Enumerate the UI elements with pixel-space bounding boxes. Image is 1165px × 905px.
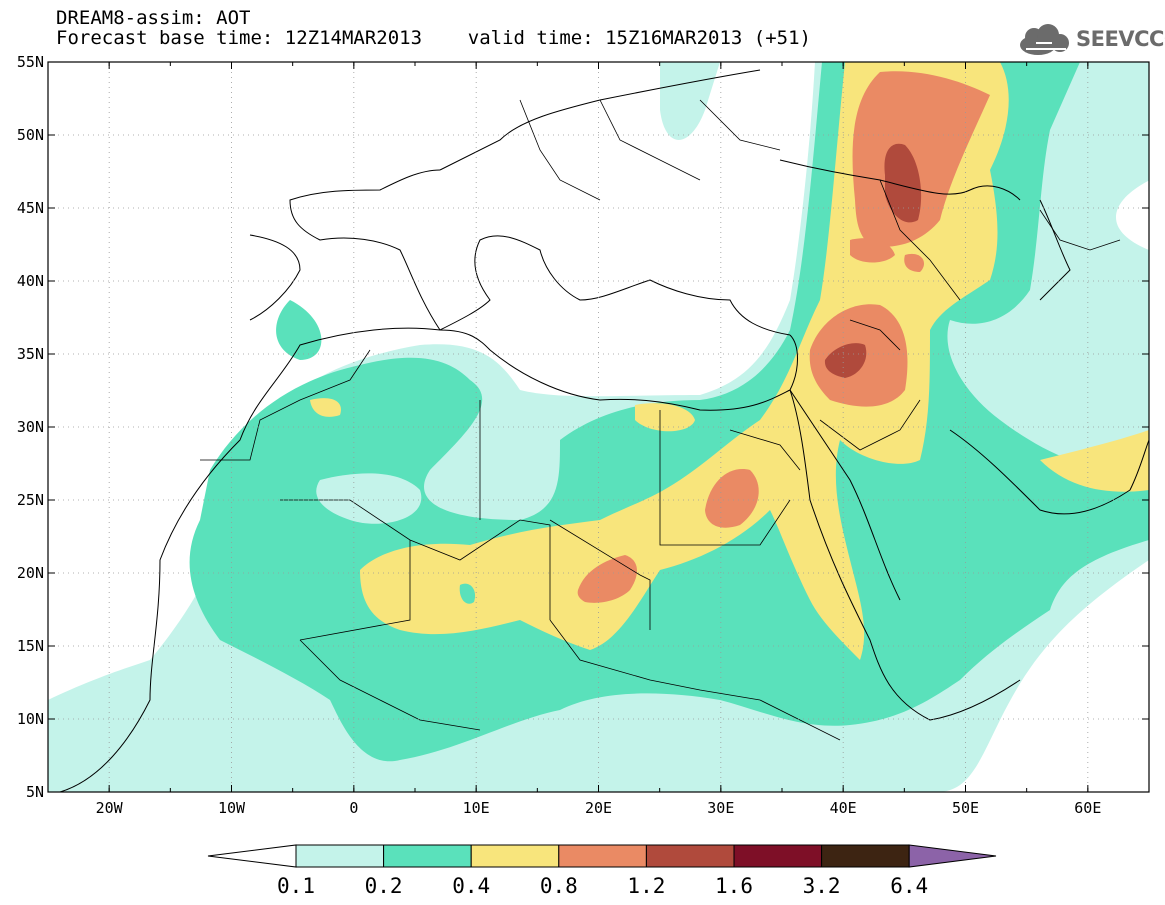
colorbar-label: 3.2 — [803, 874, 841, 898]
colorbar-box — [558, 844, 647, 868]
lat-tick-label: 45N — [17, 199, 44, 217]
lon-tick-label: 0 — [349, 799, 358, 817]
lon-tick-label: 60E — [1074, 799, 1101, 817]
lat-tick-label: 55N — [17, 53, 44, 71]
seevccc-logo — [1020, 24, 1069, 55]
colorbar-box — [470, 844, 560, 868]
colorbar-labels: 0.1 0.2 0.4 0.8 1.2 1.6 3.2 6.4 — [277, 874, 928, 898]
lon-tick-label: 10E — [463, 799, 490, 817]
lon-tick-label: 10W — [218, 799, 246, 817]
colorbar-label: 1.6 — [715, 874, 753, 898]
lat-tick-label: 35N — [17, 345, 44, 363]
lon-tick-label: 20E — [585, 799, 612, 817]
colorbar-label: 1.2 — [627, 874, 665, 898]
lat-tick-label: 15N — [17, 637, 44, 655]
lat-tick-label: 20N — [17, 564, 44, 582]
colorbar-box — [821, 844, 910, 868]
colorbar-box — [295, 844, 385, 868]
lat-tick-label: 25N — [17, 491, 44, 509]
colorbar-under-arrow — [207, 844, 297, 868]
country-borders — [200, 99, 1121, 741]
colorbar-boxes — [207, 844, 997, 868]
axis-ticks: 5N 10N 15N 20N 25N 30N 35N 40N 45N 50N 55N 20W 10W 0 1… — [17, 53, 1150, 817]
colorbar-over-arrow — [908, 844, 997, 868]
lat-tick-label: 5N — [26, 783, 44, 801]
aot-level-0.2-pocket — [459, 583, 476, 604]
map-title: DREAM8-assim: AOT — [56, 7, 251, 29]
colorbar-box — [733, 844, 823, 868]
cloud-icon — [1020, 24, 1069, 55]
lon-tick-label: 20W — [96, 799, 124, 817]
lat-tick-label: 30N — [17, 418, 44, 436]
colorbar-label: 0.4 — [452, 874, 490, 898]
lon-tick-label: 40E — [830, 799, 857, 817]
colorbar-label: 6.4 — [890, 874, 928, 898]
colorbar-label: 0.8 — [540, 874, 578, 898]
colorbar-label: 0.2 — [365, 874, 403, 898]
colorbar-label: 0.1 — [277, 874, 315, 898]
lon-tick-label: 30E — [707, 799, 734, 817]
aot-level-1.2 — [824, 143, 922, 378]
forecast-time-subtitle: Forecast base time: 12Z14MAR2013 valid t… — [56, 27, 811, 49]
lon-tick-label: 50E — [952, 799, 979, 817]
map-grid — [48, 62, 1149, 792]
lat-tick-label: 10N — [17, 710, 44, 728]
aot-level-0.4 — [310, 62, 1149, 660]
colorbar-box — [383, 844, 472, 868]
colorbar-box — [645, 844, 735, 868]
logo-text: SEEVCCC — [1076, 27, 1165, 51]
coastlines — [59, 69, 1149, 792]
lat-tick-label: 40N — [17, 272, 44, 290]
lat-tick-label: 50N — [17, 126, 44, 144]
